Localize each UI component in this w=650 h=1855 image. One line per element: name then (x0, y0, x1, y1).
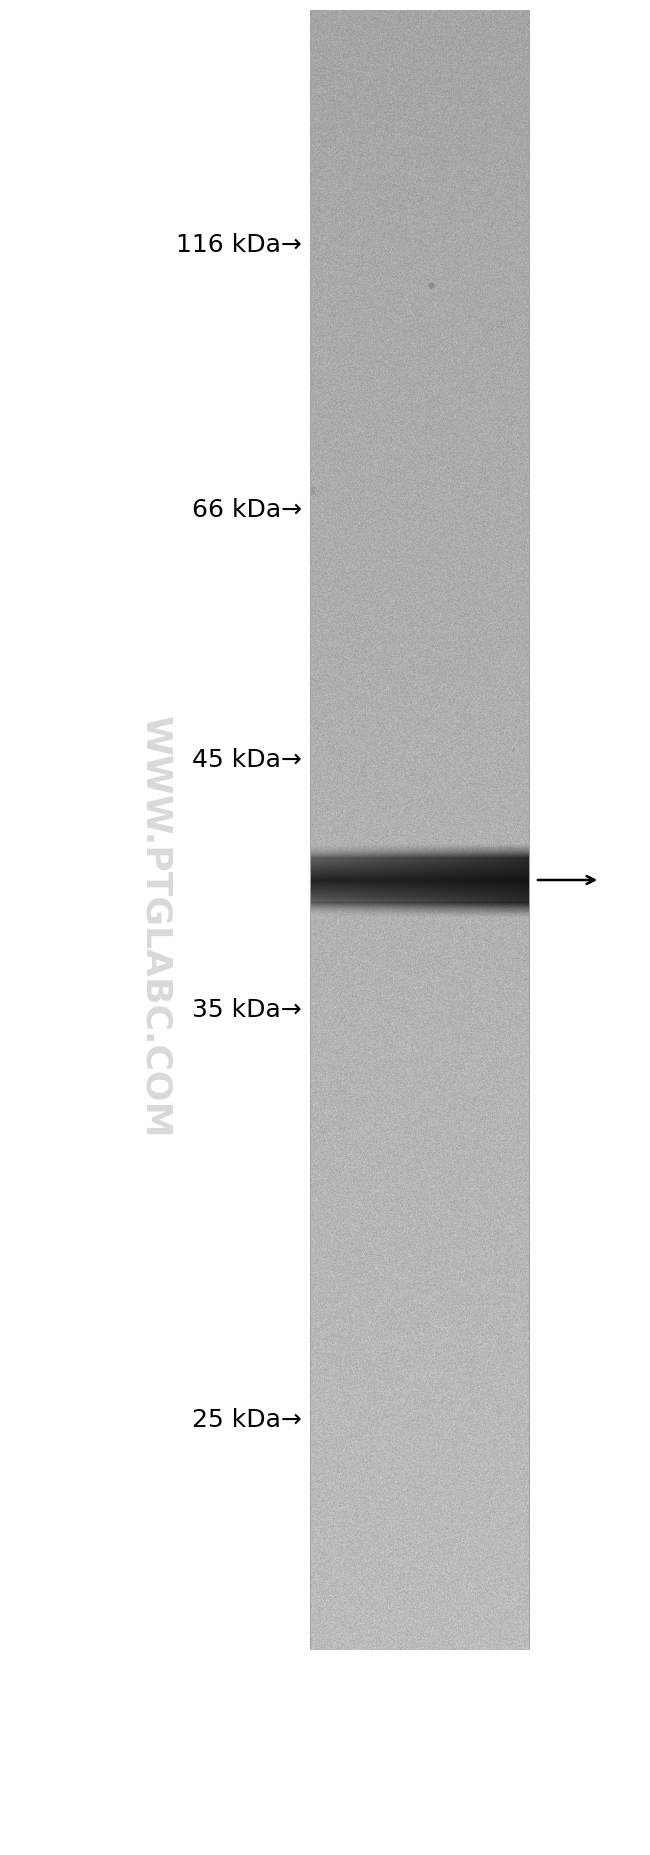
Text: 116 kDa→: 116 kDa→ (176, 234, 302, 258)
Text: 66 kDa→: 66 kDa→ (192, 497, 302, 521)
Text: 35 kDa→: 35 kDa→ (192, 998, 302, 1022)
Text: 45 kDa→: 45 kDa→ (192, 748, 302, 772)
Text: 25 kDa→: 25 kDa→ (192, 1408, 302, 1432)
Text: WWW.PTGLABC.COM: WWW.PTGLABC.COM (138, 716, 172, 1139)
